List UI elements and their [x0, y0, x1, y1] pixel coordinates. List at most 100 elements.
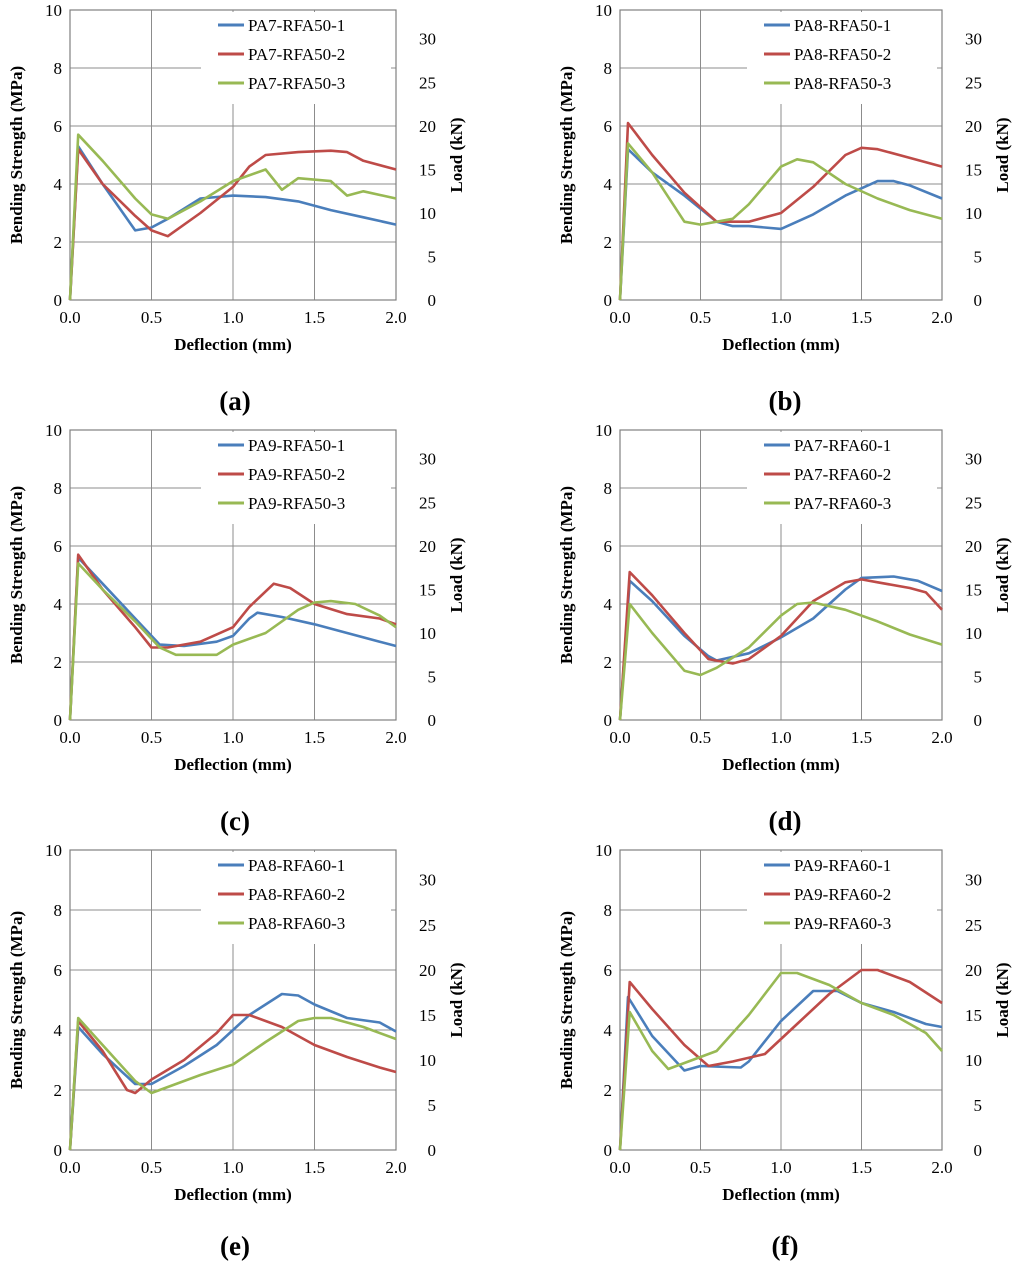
y-tick-label: 4 — [604, 175, 613, 194]
y-tick-label: 2 — [604, 653, 613, 672]
y-tick-label: 8 — [604, 59, 613, 78]
series-line-1 — [68, 556, 397, 721]
y2-tick-label: 0 — [428, 291, 437, 310]
y2-tick-label: 10 — [965, 624, 982, 643]
y2-tick-label: 0 — [974, 291, 983, 310]
plot-frame — [69, 849, 397, 1151]
y2-tick-label: 15 — [965, 160, 982, 179]
y2-tick-label: 25 — [419, 493, 436, 512]
y-axis-title: Bending Strength (MPa) — [7, 486, 26, 664]
y2-axis-title: Load (kN) — [447, 962, 466, 1037]
y-tick-label: 10 — [45, 1, 62, 20]
plot-frame — [69, 9, 397, 301]
y-tick-label: 0 — [604, 711, 613, 730]
y2-tick-label: 5 — [974, 1096, 983, 1115]
legend-background — [201, 12, 391, 104]
y-tick-label: 6 — [604, 537, 613, 556]
x-tick-label: 1.0 — [770, 308, 791, 327]
y-tick-label: 8 — [54, 479, 63, 498]
chart-panel-3: 0.0 0.5 1.0 1.5 2.0 0 2 4 6 8 10 0 5 10 15 20 25 30 Deflec… — [7, 421, 466, 836]
y2-tick-label: 15 — [419, 1006, 436, 1025]
panel-caption: (a) — [219, 386, 250, 416]
series-line-3 — [618, 971, 943, 1151]
y2-tick-label: 10 — [419, 204, 436, 223]
x-axis-title: Deflection (mm) — [174, 1185, 292, 1204]
chart-panel-4: 0.0 0.5 1.0 1.5 2.0 0 2 4 6 8 10 0 5 10 15 20 25 30 Deflec… — [557, 421, 1012, 836]
y2-tick-label: 20 — [965, 537, 982, 556]
legend-background — [747, 432, 937, 524]
x-tick-label: 1.0 — [222, 308, 243, 327]
series-line-3 — [618, 142, 943, 301]
legend-label-1: PA9-RFA50-1 — [248, 436, 345, 455]
y-axis-title: Bending Strength (MPa) — [7, 911, 26, 1089]
x-tick-label: 2.0 — [931, 728, 952, 747]
y-tick-label: 4 — [604, 595, 613, 614]
series-line-2 — [68, 147, 397, 301]
x-tick-label: 0.5 — [690, 1158, 711, 1177]
legend-label-1: PA7-RFA60-1 — [794, 436, 891, 455]
x-tick-label: 2.0 — [931, 308, 952, 327]
y2-axis-title: Load (kN) — [447, 537, 466, 612]
x-tick-label: 2.0 — [385, 1158, 406, 1177]
panel-caption: (d) — [769, 806, 802, 836]
y2-tick-label: 25 — [419, 916, 436, 935]
y-axis-title: Bending Strength (MPa) — [557, 911, 576, 1089]
legend-label-3: PA9-RFA60-3 — [794, 914, 891, 933]
y2-tick-label: 15 — [965, 580, 982, 599]
y2-tick-label: 10 — [965, 204, 982, 223]
y2-tick-label: 30 — [419, 450, 436, 469]
x-tick-label: 0.0 — [609, 728, 630, 747]
x-tick-label: 1.5 — [851, 308, 872, 327]
y2-tick-label: 20 — [419, 117, 436, 136]
legend-label-3: PA8-RFA60-3 — [248, 914, 345, 933]
legend-label-1: PA8-RFA50-1 — [794, 16, 891, 35]
legend-label-2: PA8-RFA60-2 — [248, 885, 345, 904]
panel-caption: (c) — [220, 806, 250, 836]
y-axis-title: Bending Strength (MPa) — [557, 486, 576, 664]
x-tick-label: 1.0 — [770, 1158, 791, 1177]
y2-tick-label: 20 — [965, 961, 982, 980]
x-tick-label: 0.5 — [690, 728, 711, 747]
x-axis-title: Deflection (mm) — [174, 755, 292, 774]
series-line-2 — [618, 570, 943, 721]
y2-tick-label: 15 — [419, 580, 436, 599]
legend-label-3: PA7-RFA60-3 — [794, 494, 891, 513]
panel-caption: (b) — [769, 386, 802, 416]
plot-frame — [619, 849, 943, 1151]
y2-axis-title: Load (kN) — [993, 537, 1012, 612]
legend-label-3: PA8-RFA50-3 — [794, 74, 891, 93]
legend-label-1: PA7-RFA50-1 — [248, 16, 345, 35]
legend-label-1: PA9-RFA60-1 — [794, 856, 891, 875]
x-tick-label: 0.0 — [59, 1158, 80, 1177]
x-tick-label: 0.0 — [609, 1158, 630, 1177]
legend-label-2: PA9-RFA60-2 — [794, 885, 891, 904]
series-line-3 — [68, 133, 397, 301]
y-tick-label: 10 — [595, 421, 612, 440]
y-tick-label: 8 — [604, 479, 613, 498]
x-tick-label: 0.0 — [59, 308, 80, 327]
chart-panel-6: 0.0 0.5 1.0 1.5 2.0 0 2 4 6 8 10 0 5 10 15 20 25 30 Deflec… — [557, 841, 1012, 1261]
y-tick-label: 2 — [54, 1081, 63, 1100]
y-tick-label: 4 — [54, 1021, 63, 1040]
y-tick-label: 6 — [54, 961, 63, 980]
y-tick-label: 0 — [54, 1141, 63, 1160]
y-tick-label: 6 — [54, 117, 63, 136]
y2-tick-label: 0 — [974, 1141, 983, 1160]
y2-tick-label: 20 — [419, 961, 436, 980]
series-line-2 — [68, 1013, 397, 1151]
y-tick-label: 10 — [45, 421, 62, 440]
y2-tick-label: 30 — [419, 30, 436, 49]
x-tick-label: 2.0 — [931, 1158, 952, 1177]
panel-caption: (f) — [772, 1231, 799, 1261]
y2-tick-label: 25 — [965, 916, 982, 935]
y2-tick-label: 15 — [965, 1006, 982, 1025]
y2-tick-label: 25 — [965, 73, 982, 92]
y2-axis-title: Load (kN) — [993, 117, 1012, 192]
y-tick-label: 4 — [54, 175, 63, 194]
chart-panel-5: 0.0 0.5 1.0 1.5 2.0 0 2 4 6 8 10 0 5 10 15 20 25 30 Deflec… — [7, 841, 466, 1261]
y-tick-label: 8 — [54, 901, 63, 920]
legend-label-3: PA7-RFA50-3 — [248, 74, 345, 93]
plot-frame — [69, 429, 397, 721]
x-axis-title: Deflection (mm) — [722, 1185, 840, 1204]
